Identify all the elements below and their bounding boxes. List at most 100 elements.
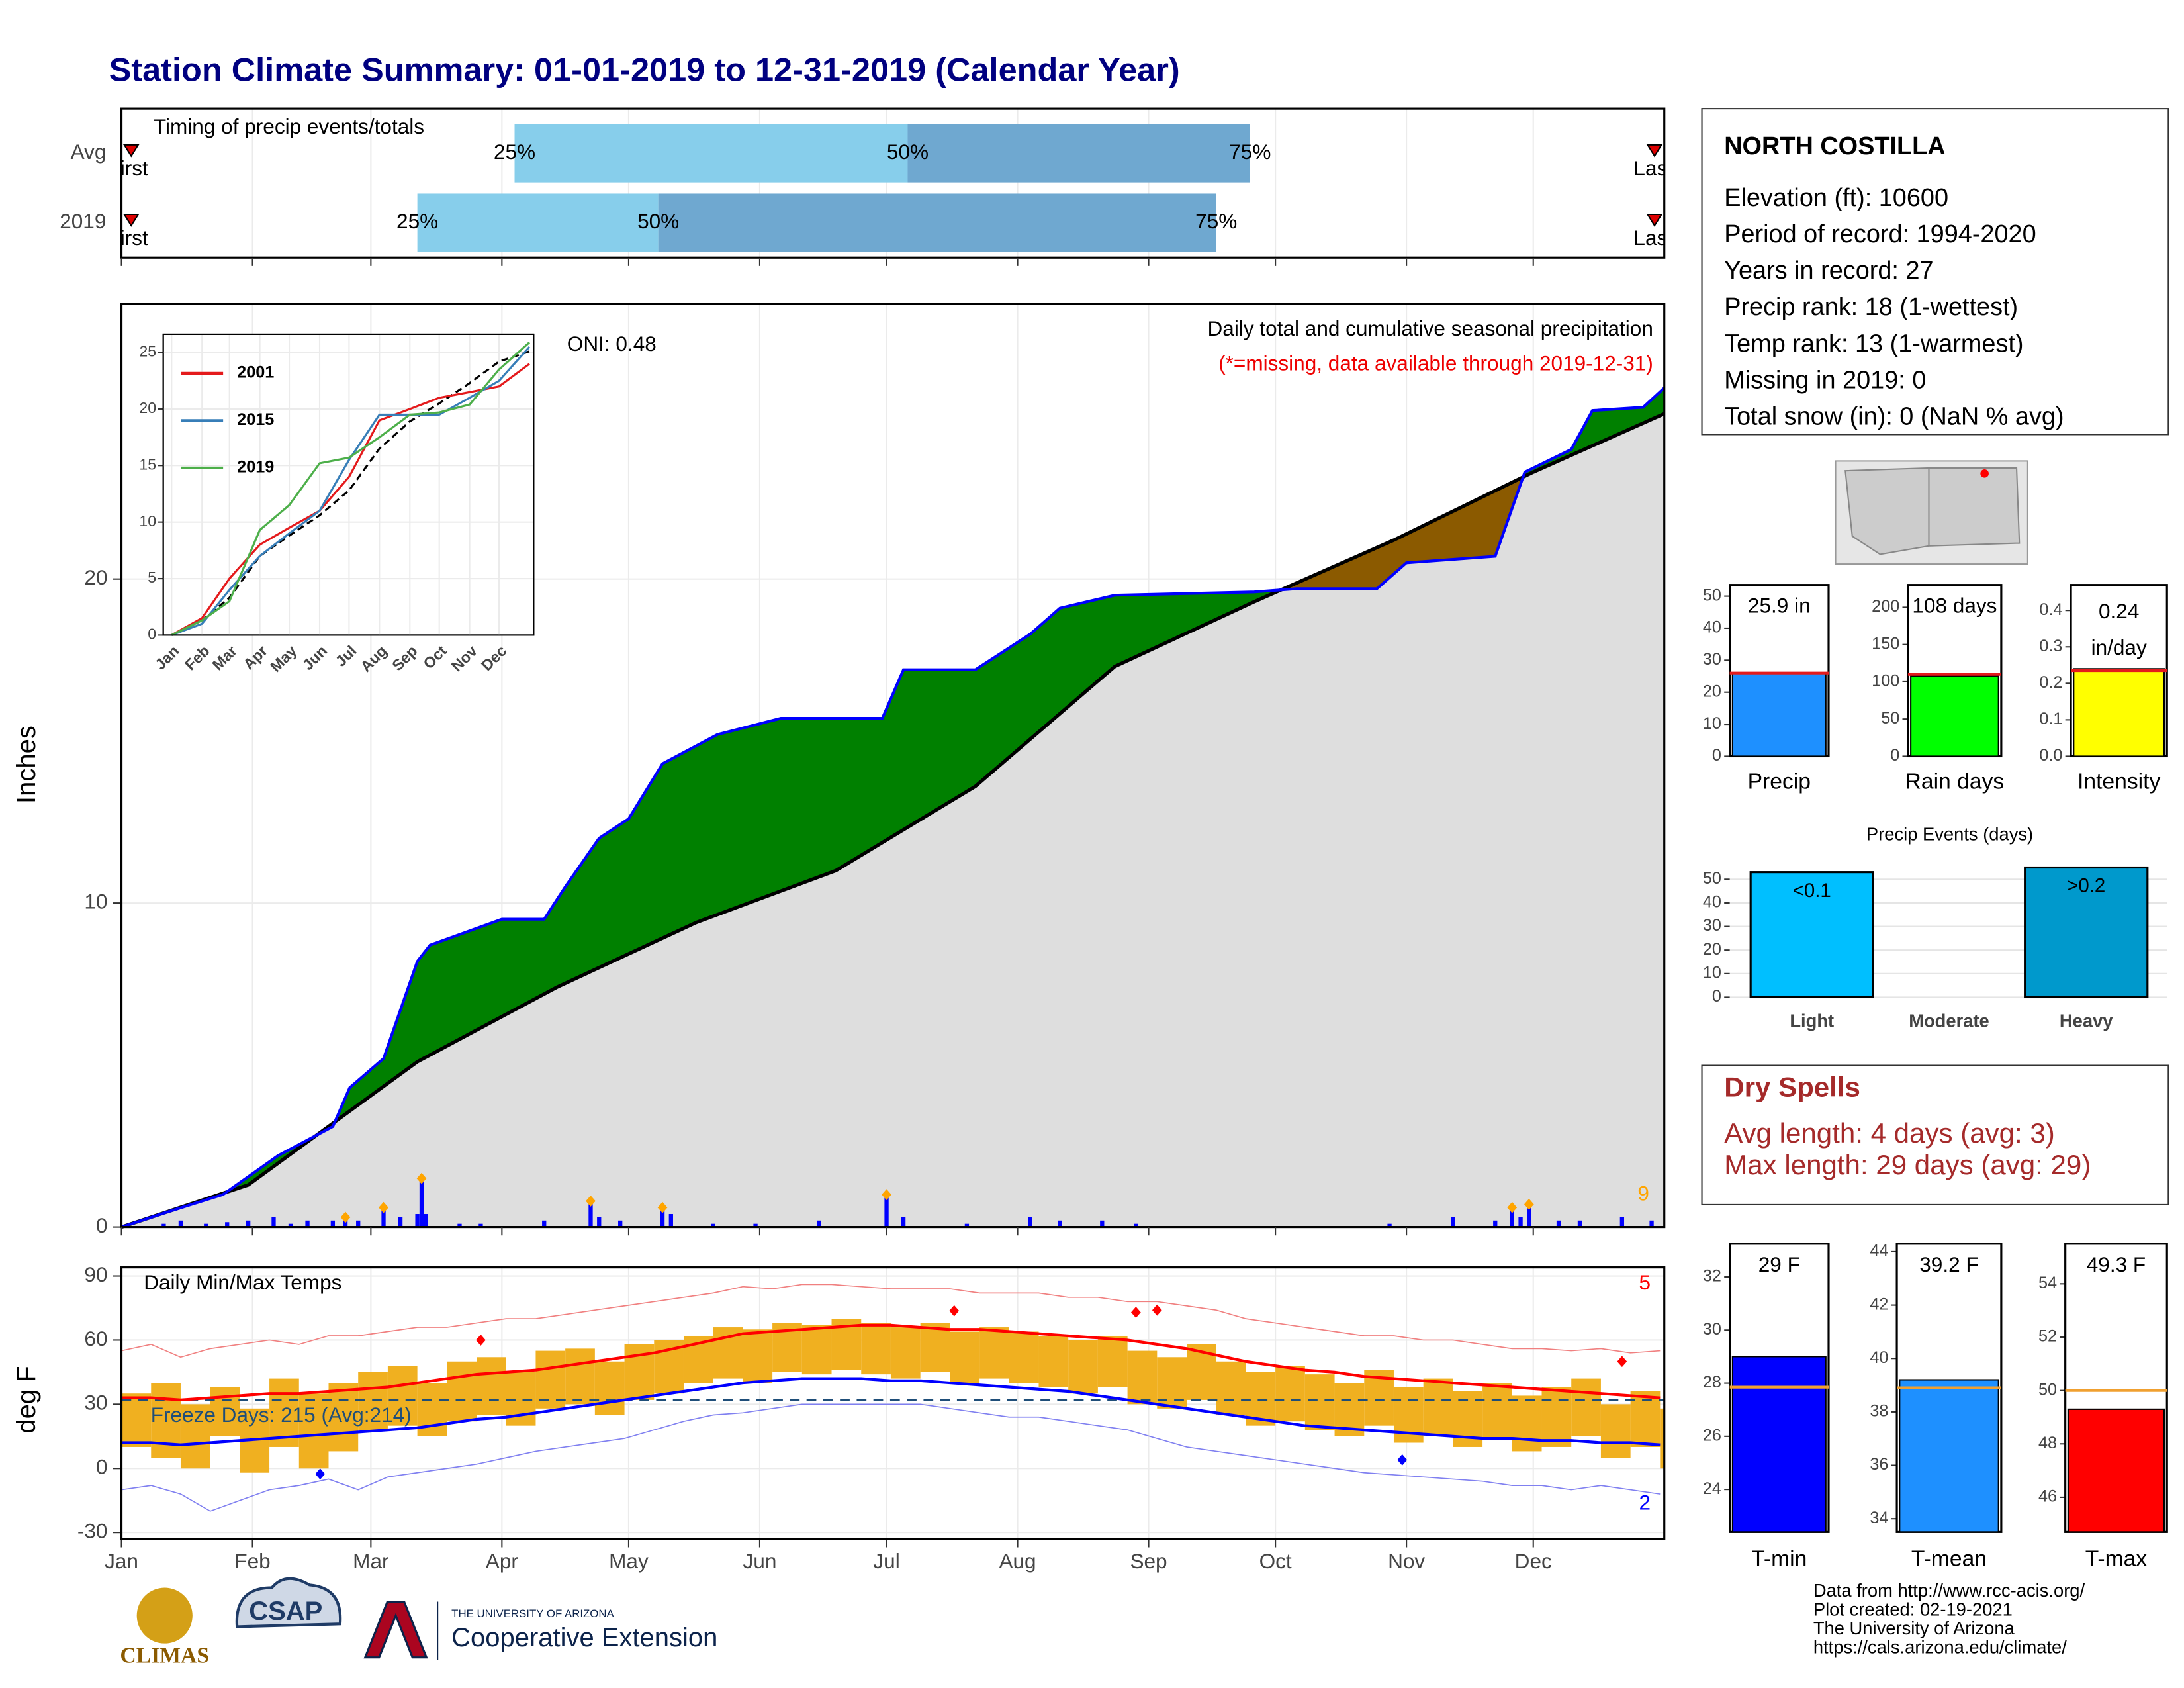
y-tick-label: 50 bbox=[1881, 709, 1899, 727]
y-tick-label: 0 bbox=[1712, 746, 1721, 765]
daily-bar bbox=[901, 1217, 906, 1227]
daily-bar bbox=[964, 1223, 970, 1227]
y-tick-label: -30 bbox=[77, 1519, 108, 1543]
y-axis-label: Inches bbox=[12, 726, 41, 804]
temp-range-bar bbox=[1097, 1335, 1128, 1387]
x-tick-label: Jul bbox=[873, 1549, 899, 1573]
temp-range-bar bbox=[920, 1323, 950, 1372]
temp-range-bar bbox=[1275, 1366, 1305, 1422]
y-tick-label: 10 bbox=[139, 512, 156, 530]
daily-bar bbox=[271, 1217, 276, 1227]
extreme-marker bbox=[340, 1211, 351, 1223]
y-tick-label: 0 bbox=[96, 1213, 108, 1237]
quartile-bar bbox=[417, 193, 659, 252]
daily-bar bbox=[1387, 1223, 1392, 1227]
bar bbox=[1749, 871, 1874, 999]
series-line bbox=[171, 342, 531, 636]
series-line bbox=[171, 346, 531, 636]
daily-bar bbox=[1556, 1220, 1561, 1227]
plot-border bbox=[120, 1266, 1666, 1540]
daily-bar bbox=[753, 1223, 758, 1227]
panel-label: Precip bbox=[1748, 769, 1811, 794]
inset-border bbox=[162, 333, 535, 636]
daily-bar bbox=[588, 1201, 593, 1227]
daily-bar bbox=[204, 1223, 208, 1227]
count-label: 9 bbox=[1637, 1182, 1649, 1205]
x-tick-label: Jun bbox=[743, 1549, 777, 1573]
quartile-bar bbox=[658, 193, 1216, 252]
daily-bar bbox=[1577, 1220, 1582, 1227]
first-label: First bbox=[108, 156, 149, 180]
last-label: Last bbox=[1633, 156, 1673, 180]
avg-min-line bbox=[121, 1377, 1661, 1446]
quantile-label: 75% bbox=[1229, 140, 1271, 164]
value-label: 25.9 in bbox=[1748, 594, 1811, 618]
footer-line: The University of Arizona bbox=[1813, 1618, 2015, 1638]
low-count: 2 bbox=[1639, 1491, 1651, 1515]
station-line: Precip rank: 18 (1-wettest) bbox=[1724, 293, 2018, 321]
chart-title: Daily total and cumulative seasonal prec… bbox=[1208, 316, 1653, 340]
station-line: Years in record: 27 bbox=[1724, 257, 1933, 285]
station-location bbox=[1980, 469, 1989, 478]
x-tick-label: Nov bbox=[1388, 1549, 1425, 1573]
x-tick-label: Aug bbox=[999, 1549, 1036, 1573]
temp-range-bar bbox=[743, 1329, 773, 1383]
y-tick-label: 0 bbox=[96, 1455, 108, 1479]
daily-bar bbox=[356, 1220, 361, 1227]
y-tick-label: 50 bbox=[2038, 1380, 2057, 1399]
station-line: Period of record: 1994-2020 bbox=[1724, 220, 2036, 248]
y-tick-label: 10 bbox=[84, 889, 107, 913]
row-label: 2019 bbox=[60, 209, 106, 233]
daily-bar bbox=[1134, 1223, 1138, 1227]
last-label: Last bbox=[1633, 226, 1673, 250]
y-tick-label: 20 bbox=[1703, 940, 1721, 959]
y-tick-label: 26 bbox=[1703, 1427, 1721, 1445]
value-bar bbox=[2067, 1408, 2165, 1533]
x-tick-label: Oct bbox=[1259, 1549, 1292, 1573]
panel-label: T-min bbox=[1751, 1546, 1807, 1571]
y-tick-label: 0.4 bbox=[2039, 600, 2062, 619]
x-tick-label: Feb bbox=[234, 1549, 270, 1573]
dry-spell-box bbox=[1701, 1064, 2169, 1205]
bar bbox=[2024, 866, 2149, 999]
quantile-label: 50% bbox=[887, 140, 929, 164]
temp-range-bar bbox=[801, 1325, 832, 1375]
y-tick-label: 0.0 bbox=[2039, 746, 2062, 765]
temp-range-bar bbox=[979, 1327, 1009, 1379]
station-line: Total snow (in): 0 (NaN % avg) bbox=[1724, 403, 2064, 431]
temp-range-bar bbox=[1541, 1387, 1572, 1447]
y-tick-label: 0 bbox=[1890, 746, 1899, 765]
dry-spell-line: Avg length: 4 days (avg: 3) bbox=[1724, 1117, 2055, 1149]
oni-label: ONI: 0.48 bbox=[567, 332, 657, 355]
chart-note: (*=missing, data available through 2019-… bbox=[1218, 352, 1653, 375]
y-tick-label: 100 bbox=[1872, 672, 1899, 690]
x-tick-label: Sep bbox=[1130, 1549, 1167, 1573]
quartile-bar bbox=[907, 124, 1250, 183]
panel-label: T-max bbox=[2085, 1546, 2148, 1571]
daily-bar bbox=[660, 1207, 665, 1227]
map-states bbox=[1844, 467, 2021, 555]
temp-range-bar bbox=[328, 1383, 359, 1452]
daily-bar bbox=[1619, 1217, 1625, 1227]
y-tick-label: 25 bbox=[139, 343, 156, 360]
x-tick-label: Dec bbox=[1515, 1549, 1552, 1573]
map bbox=[1835, 460, 2028, 565]
y-tick-label: 38 bbox=[1870, 1402, 1888, 1421]
daily-bar bbox=[457, 1223, 462, 1227]
temp-range-bar bbox=[565, 1348, 595, 1405]
daily-bar bbox=[419, 1178, 424, 1227]
logo-shape bbox=[235, 1577, 342, 1628]
y-tick-label: 30 bbox=[1703, 916, 1721, 935]
quantile-label: 75% bbox=[1195, 209, 1237, 233]
temp-range-bar bbox=[1571, 1378, 1601, 1436]
logo-text: THE UNIVERSITY OF ARIZONA bbox=[451, 1607, 614, 1620]
y-tick-label: 200 bbox=[1872, 597, 1899, 616]
y-tick-label: 52 bbox=[2038, 1327, 2057, 1346]
daily-bar bbox=[178, 1220, 183, 1227]
temp-range-bar bbox=[447, 1361, 477, 1422]
chart-title: Daily Min/Max Temps bbox=[144, 1270, 341, 1294]
legend-label: 2001 bbox=[237, 363, 274, 382]
y-tick-label: 32 bbox=[1703, 1267, 1721, 1286]
footer-line: Data from http://www.rcc-acis.org/ bbox=[1813, 1580, 2085, 1601]
